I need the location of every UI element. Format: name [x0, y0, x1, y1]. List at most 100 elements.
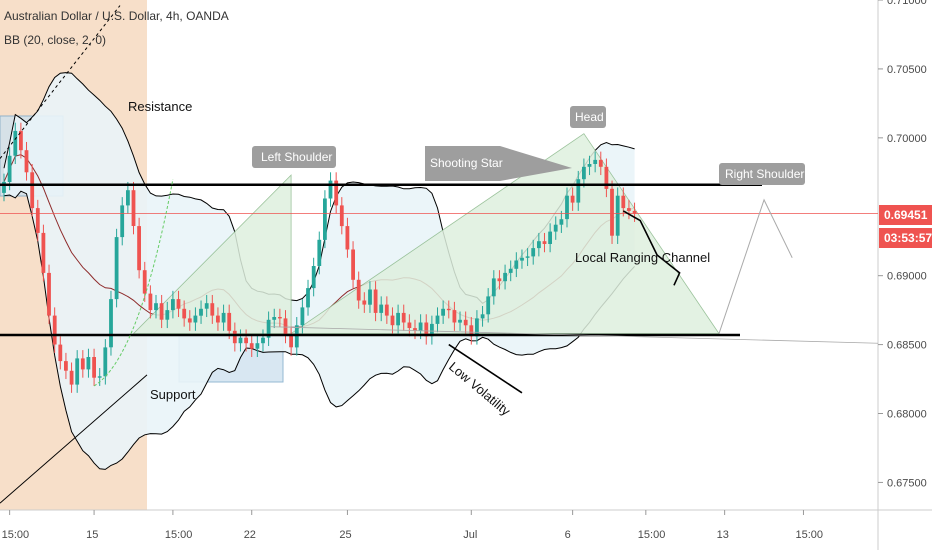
candle — [531, 239, 536, 265]
candle — [249, 334, 254, 357]
right-shoulder-callout — [719, 163, 805, 185]
time-tick-label: 15 — [86, 529, 98, 541]
candle — [103, 339, 108, 385]
candle-body — [390, 315, 395, 326]
candle — [384, 296, 389, 324]
last-price-badge — [879, 205, 932, 225]
candle — [159, 294, 164, 329]
candle — [232, 322, 237, 352]
candle — [480, 306, 485, 327]
candle — [401, 304, 406, 331]
candle — [7, 147, 12, 191]
candle — [435, 307, 440, 333]
candle — [176, 290, 181, 318]
candle — [632, 202, 637, 222]
candle — [47, 264, 51, 324]
candle — [227, 304, 232, 340]
time-tick-label: 15:00 — [2, 529, 30, 541]
rising-trendline — [0, 374, 148, 504]
candle-body — [463, 319, 468, 326]
candle — [13, 122, 18, 165]
candle-body — [255, 343, 260, 349]
countdown-value: 03:53:57 — [884, 231, 932, 245]
candle — [30, 164, 35, 217]
candle-body — [210, 303, 215, 316]
support-label: Support — [150, 387, 196, 402]
candle-body — [30, 172, 35, 209]
candle — [520, 249, 524, 269]
candle-body — [508, 268, 513, 273]
candle-body — [227, 312, 232, 331]
candle-body — [497, 278, 502, 282]
candle-body — [384, 304, 389, 316]
candle — [593, 151, 598, 173]
candle-body — [339, 205, 344, 227]
candle — [187, 310, 192, 331]
candle — [525, 248, 530, 267]
candle — [24, 141, 29, 181]
candle-body — [2, 181, 6, 193]
candle — [216, 307, 220, 331]
head-label: Head — [575, 110, 604, 124]
candle — [323, 190, 327, 249]
candle — [446, 300, 451, 319]
candle-body — [35, 208, 40, 233]
candle-body — [548, 231, 552, 244]
candle-body — [187, 318, 192, 323]
candles — [2, 122, 637, 393]
price-tick-label: 0.67500 — [887, 477, 927, 489]
candle — [345, 217, 350, 258]
candle-body — [334, 180, 339, 206]
candle — [368, 281, 372, 313]
candle — [306, 279, 310, 316]
time-tick-label: 25 — [339, 529, 351, 541]
candle-body — [114, 237, 119, 300]
candle-body — [514, 260, 519, 269]
time-tick-label: 15:00 — [638, 529, 666, 541]
candle-body — [120, 205, 125, 238]
candle — [334, 172, 339, 214]
candle-body — [64, 361, 68, 371]
candle-body — [278, 317, 282, 319]
price-tick-label: 0.68500 — [887, 340, 927, 352]
candle — [80, 350, 85, 378]
gray-trendline — [269, 326, 879, 344]
dashed-trendline — [0, 5, 121, 159]
candle — [193, 307, 198, 331]
countdown-badge — [879, 228, 932, 248]
candle-body — [75, 358, 80, 385]
candle — [238, 329, 243, 352]
candle-body — [69, 370, 74, 385]
last-price-value: 0.69451 — [884, 208, 928, 222]
candle-body — [317, 239, 322, 266]
candle — [565, 187, 569, 228]
candle-body — [171, 299, 175, 311]
candle-body — [413, 328, 417, 331]
candle-body — [266, 319, 271, 338]
candle — [356, 271, 361, 309]
candle — [497, 270, 502, 290]
candle-body — [19, 130, 23, 151]
candle — [131, 181, 136, 235]
candle-body — [294, 325, 299, 348]
candle-body — [41, 232, 46, 273]
candle-body — [300, 307, 305, 326]
candle — [553, 216, 558, 240]
candle — [559, 210, 564, 233]
candle — [221, 304, 226, 331]
candle — [463, 311, 468, 334]
candle — [86, 348, 91, 378]
time-tick-label: Jul — [463, 529, 477, 541]
candle-body — [126, 190, 130, 206]
candle-body — [576, 179, 581, 203]
candle-body — [154, 303, 158, 311]
low-volatility-label: Low Volatility — [446, 359, 514, 419]
price-tick-label: 0.70500 — [887, 64, 927, 76]
candle-body — [430, 323, 434, 337]
candle-body — [323, 198, 327, 240]
candle-body — [486, 296, 491, 315]
candle-body — [97, 376, 102, 378]
candle — [255, 334, 260, 357]
candle-body — [401, 312, 406, 323]
candle-body — [261, 337, 265, 344]
